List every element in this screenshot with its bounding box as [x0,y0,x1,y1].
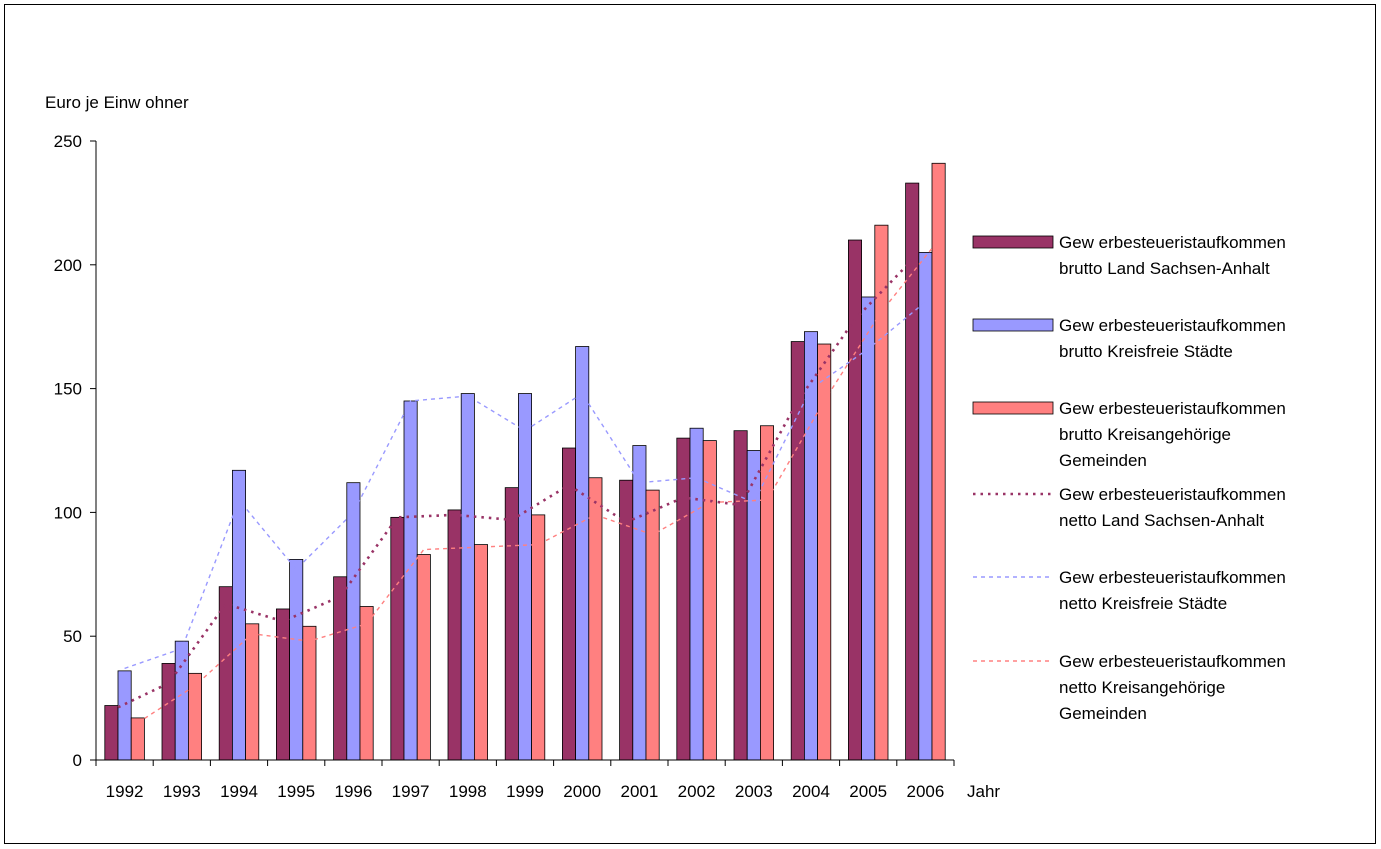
legend-label-5-2: netto Kreisfreie Städte [1059,594,1227,613]
bar-2-2001 [632,445,647,761]
bar-2-1992 [117,670,132,761]
y-tick-label-250: 250 [54,132,82,151]
bar-3-2004 [817,343,832,761]
bar-3-2000 [588,477,603,761]
legend-label-1-2: brutto Land Sachsen-Anhalt [1059,259,1270,278]
x-tick-label-2000: 2000 [563,782,601,801]
legend-label-1-1: Gew erbesteueristaufkommen [1059,233,1286,252]
legend-swatch-2 [972,318,1054,332]
legend-label-6-3: Gemeinden [1059,704,1147,723]
legend-label-2-2: brutto Kreisfreie Städte [1059,342,1233,361]
bar-2-1999 [518,393,533,761]
bar-1-1999 [504,487,519,761]
y-tick-label-200: 200 [54,256,82,275]
legend-label-2-1: Gew erbesteueristaufkommen [1059,316,1286,335]
bar-2-2006 [918,252,933,761]
bar-2-1993 [174,640,189,761]
bar-1-2000 [562,447,577,761]
line-series-2 [124,301,926,670]
bar-1-2006 [905,182,920,761]
x-tick-label-1995: 1995 [277,782,315,801]
bar-3-1997 [416,554,431,761]
bar-2-1994 [231,469,246,761]
x-tick-label-2006: 2006 [906,782,944,801]
y-tick-label-50: 50 [63,627,82,646]
bar-1-2002 [676,437,691,761]
bar-3-1996 [359,606,374,761]
bar-1-1993 [161,663,176,761]
x-tick-label-2004: 2004 [792,782,830,801]
x-tick-label-1996: 1996 [334,782,372,801]
bar-2-1996 [346,482,361,761]
x-tick-label-2001: 2001 [620,782,658,801]
bar-1-1995 [275,608,290,761]
y-tick-label-0: 0 [73,751,82,770]
x-tick-label-1993: 1993 [163,782,201,801]
bar-1-2003 [733,430,748,761]
legend-label-3-2: brutto Kreisangehörige [1059,425,1231,444]
bar-3-1995 [302,625,317,761]
legend-label-6-2: netto Kreisangehörige [1059,678,1225,697]
bar-3-2006 [931,162,946,761]
x-tick-label-2002: 2002 [678,782,716,801]
legend-label-5-1: Gew erbesteueristaufkommen [1059,568,1286,587]
bar-3-1998 [473,544,488,761]
x-tick-label-1997: 1997 [392,782,430,801]
bar-2-1998 [460,393,475,761]
x-tick-label-1999: 1999 [506,782,544,801]
y-tick-label-150: 150 [54,380,82,399]
y-tick-label-100: 100 [54,503,82,522]
legend-label-3-1: Gew erbesteueristaufkommen [1059,399,1286,418]
legend-label-4-1: Gew erbesteueristaufkommen [1059,485,1286,504]
bar-2-2000 [575,346,590,761]
legend-swatch-3 [972,401,1054,415]
legend-label-4-2: netto Land Sachsen-Anhalt [1059,511,1264,530]
bar-2-2004 [804,331,819,761]
bar-1-1997 [390,516,405,761]
x-axis-title: Jahr [967,782,1000,801]
y-axis-title: Euro je Einw ohner [45,93,189,112]
line-series-3 [137,239,940,724]
bar-3-1994 [245,623,260,761]
bar-3-1999 [531,514,546,761]
bar-2-2003 [746,450,761,761]
x-tick-label-1998: 1998 [449,782,487,801]
legend-label-3-3: Gemeinden [1059,451,1147,470]
x-tick-label-2003: 2003 [735,782,773,801]
bar-2-1995 [289,559,304,761]
bar-3-2002 [702,440,717,761]
x-tick-label-1994: 1994 [220,782,258,801]
bar-1-1996 [333,576,348,761]
bar-1-1992 [104,705,119,761]
bar-2-1997 [403,400,418,761]
x-tick-label-1992: 1992 [106,782,144,801]
legend-label-6-1: Gew erbesteueristaufkommen [1059,652,1286,671]
bar-3-1992 [130,717,145,761]
legend-swatch-1 [972,235,1054,249]
x-tick-label-2005: 2005 [849,782,887,801]
bar-2-2005 [861,296,876,761]
line-series-1 [110,258,914,712]
bar-3-2001 [645,489,660,761]
bar-1-1994 [218,586,233,761]
